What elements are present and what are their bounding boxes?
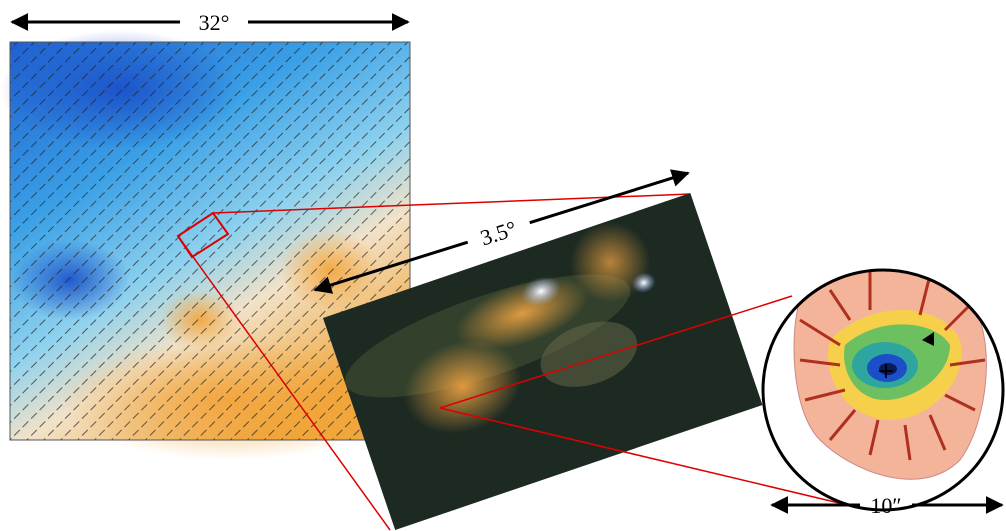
scale-arrow — [529, 169, 690, 225]
connector — [439, 295, 793, 409]
core-map: + — [793, 270, 987, 480]
scale-label: 10″ — [870, 493, 901, 518]
scale-arrow — [313, 240, 469, 294]
inset-border — [761, 268, 1005, 512]
scale-label: 3.5° — [477, 216, 519, 251]
connector — [177, 235, 391, 531]
connector — [439, 407, 861, 509]
svg-text:+: + — [877, 359, 895, 384]
herschel-image — [323, 192, 763, 531]
scale-label: 32° — [199, 10, 230, 35]
polarization-map — [0, 30, 411, 460]
